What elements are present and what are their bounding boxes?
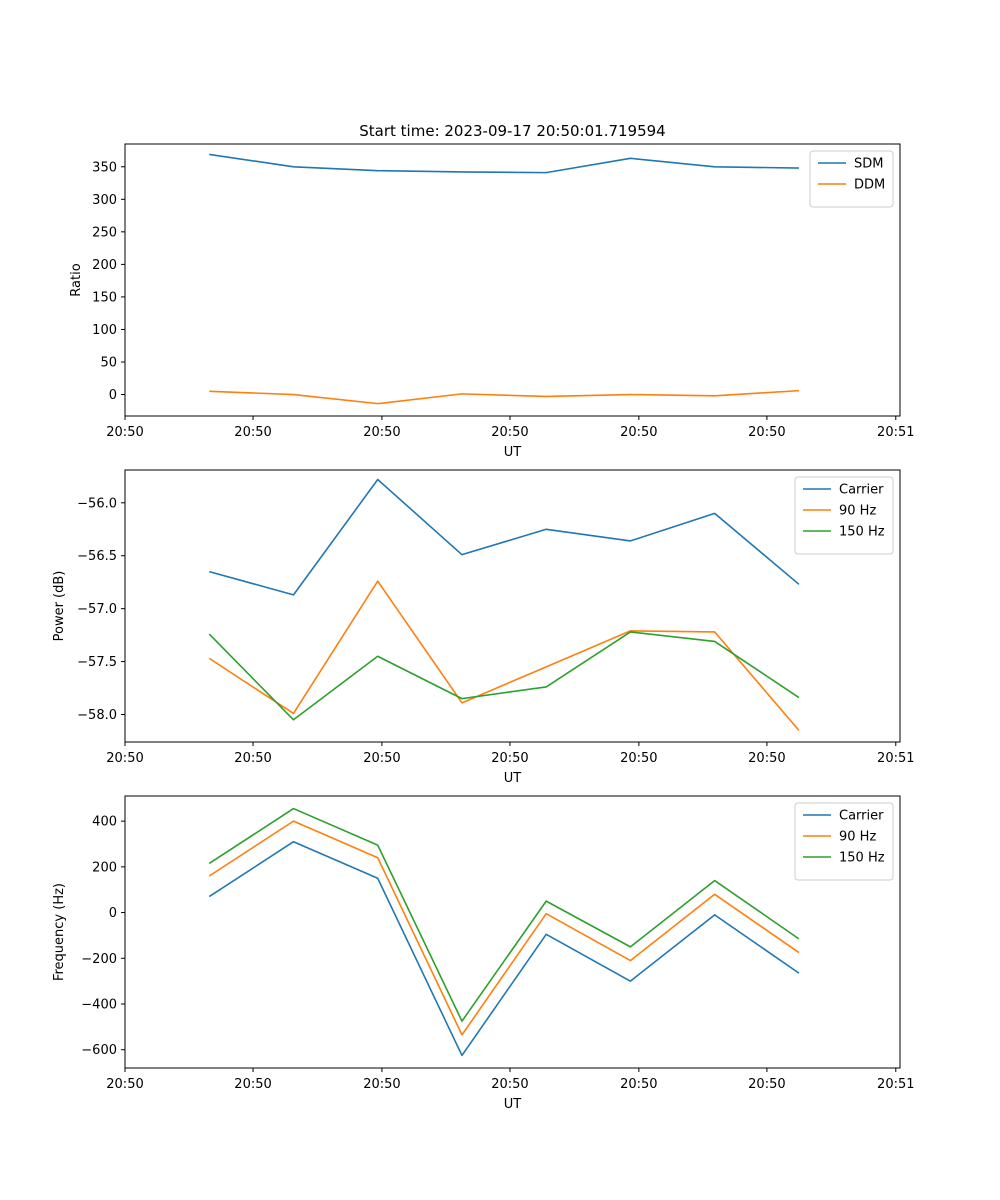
x-tick-label: 20:50 (748, 751, 785, 766)
x-axis-label: UT (504, 445, 522, 460)
series-line-carrier (208, 840, 800, 1057)
series-line-150-hz (208, 631, 800, 721)
y-tick-label: 200 (92, 258, 117, 273)
x-tick-label: 20:50 (491, 751, 528, 766)
x-axis-label: UT (504, 771, 522, 786)
x-tick-label: 20:50 (106, 1077, 143, 1092)
x-tick-label: 20:50 (363, 1077, 400, 1092)
y-tick-label: 400 (92, 815, 117, 830)
y-tick-label: 300 (92, 193, 117, 208)
legend-label: SDM (854, 157, 883, 172)
legend-box (794, 476, 894, 555)
x-tick-label: 20:50 (620, 425, 657, 440)
x-tick-label: 20:50 (620, 1077, 657, 1092)
ratio-panel: 20:50 20:50 20:50 20:50 20:50 20:50 20:51 0 50 10… (69, 122, 915, 460)
x-tick-label: 20:50 (491, 425, 528, 440)
x-tick-label: 20:51 (877, 425, 914, 440)
y-axis-label: Frequency (Hz) (52, 883, 67, 981)
legend-label: 90 Hz (839, 830, 876, 845)
power-panel: 20:50 20:50 20:50 20:50 20:50 20:50 20:51 −58.0… (52, 469, 915, 786)
series-line-sdm (209, 153, 799, 174)
y-tick-label: −56.0 (77, 496, 117, 511)
y-tick-label: 200 (92, 860, 117, 875)
y-tick-label: 150 (92, 290, 117, 305)
y-tick-label: 250 (92, 225, 117, 240)
series-line-90-hz (208, 820, 800, 1036)
legend-label: 150 Hz (839, 851, 885, 866)
y-tick-label: −56.5 (77, 549, 117, 564)
legend-box (794, 802, 894, 881)
frequency-panel: 20:50 20:50 20:50 20:50 20:50 20:50 20:51 −600 −… (52, 795, 915, 1112)
y-axis-label: Ratio (69, 263, 84, 296)
y-tick-label: 50 (100, 355, 117, 370)
legend-label: Carrier (839, 483, 884, 498)
legend-label: DDM (854, 178, 885, 193)
y-tick-label: −57.0 (77, 602, 117, 617)
legend-label: 150 Hz (839, 525, 885, 540)
y-tick-label: 0 (109, 388, 117, 403)
x-tick-label: 20:50 (106, 751, 143, 766)
x-tick-label: 20:50 (491, 1077, 528, 1092)
series-line-ddm (209, 389, 799, 405)
x-tick-label: 20:50 (620, 751, 657, 766)
x-axis-label: UT (504, 1097, 522, 1112)
y-tick-label: −58.0 (77, 708, 117, 723)
series-line-150-hz (208, 807, 800, 1022)
axes-frame (124, 143, 901, 417)
y-tick-label: 100 (92, 323, 117, 338)
x-tick-label: 20:50 (363, 425, 400, 440)
x-tick-label: 20:51 (877, 751, 914, 766)
legend-label: Carrier (839, 809, 884, 824)
y-tick-label: −400 (81, 998, 117, 1013)
y-axis-label: Power (dB) (52, 571, 67, 642)
legend-label: 90 Hz (839, 504, 876, 519)
y-tick-label: −200 (81, 952, 117, 967)
axes-frame (124, 469, 901, 743)
legend-box (809, 150, 894, 208)
series-line-90-hz (208, 580, 800, 731)
x-tick-label: 20:51 (877, 1077, 914, 1092)
x-tick-label: 20:50 (234, 425, 271, 440)
y-tick-label: −57.5 (77, 655, 117, 670)
axes-frame (124, 795, 901, 1069)
y-tick-label: −600 (81, 1043, 117, 1058)
series-line-carrier (209, 478, 800, 596)
chart-title: Start time: 2023-09-17 20:50:01.719594 (359, 122, 665, 140)
y-tick-label: 350 (92, 160, 117, 175)
x-tick-label: 20:50 (234, 1077, 271, 1092)
y-tick-label: 0 (109, 906, 117, 921)
x-tick-label: 20:50 (363, 751, 400, 766)
x-tick-label: 20:50 (748, 1077, 785, 1092)
x-tick-label: 20:50 (106, 425, 143, 440)
x-tick-label: 20:50 (748, 425, 785, 440)
x-tick-label: 20:50 (234, 751, 271, 766)
